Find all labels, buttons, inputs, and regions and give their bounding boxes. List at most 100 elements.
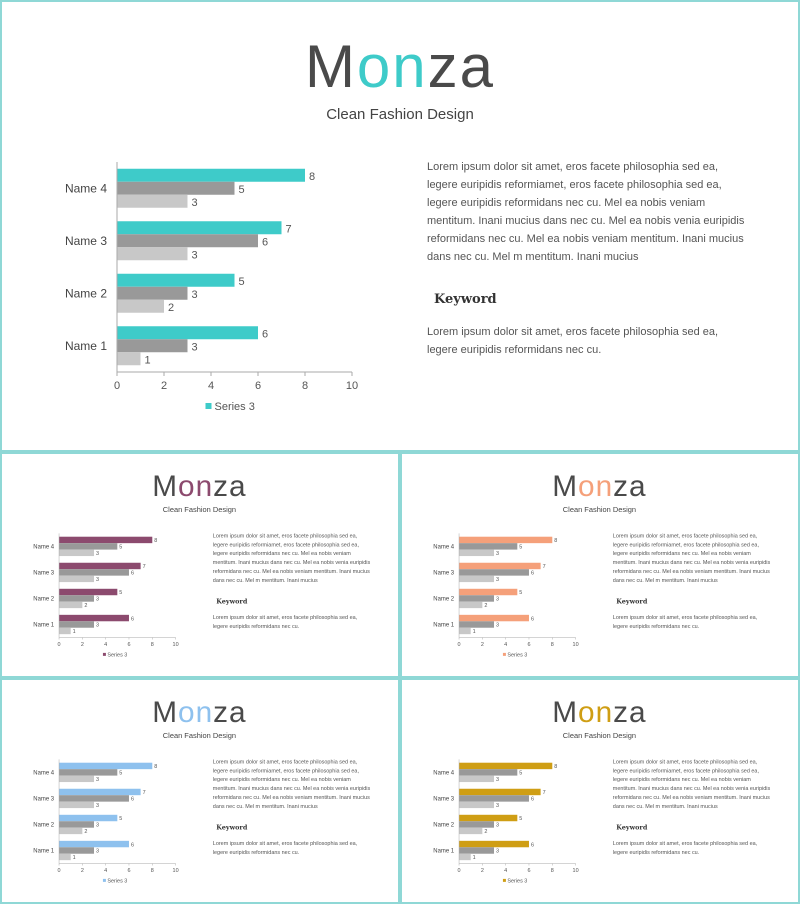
bar-data-label: 2 [84, 603, 87, 609]
category-label: Name 2 [65, 286, 107, 300]
logo-suffix: za [613, 469, 647, 503]
x-tick-label: 8 [302, 380, 308, 392]
chart-bar [59, 762, 153, 770]
bar-data-label: 5 [119, 816, 122, 822]
bar-data-label: 3 [96, 551, 99, 557]
bar-data-label: 8 [554, 538, 557, 544]
bar-data-label: 3 [496, 777, 499, 783]
logo-highlight: on [178, 695, 214, 729]
brand-logo: Monza [402, 695, 797, 730]
chart-bar [459, 536, 553, 544]
bar-data-label: 5 [119, 771, 122, 777]
legend-label: Series 3 [215, 401, 255, 413]
bar-data-label: 1 [473, 855, 476, 861]
chart-bar [459, 827, 483, 835]
bar-data-label: 3 [496, 823, 499, 829]
chart-bar [59, 562, 141, 570]
legend-swatch [102, 878, 106, 882]
bar-data-label: 8 [154, 764, 157, 770]
x-tick-label: 6 [527, 642, 530, 648]
bar-data-label: 3 [96, 777, 99, 783]
category-label: Name 3 [33, 796, 54, 802]
bar-data-label: 1 [145, 354, 151, 366]
x-tick-label: 2 [81, 642, 84, 648]
bar-data-label: 3 [496, 623, 499, 629]
bar-chart: 6 3 1 Name 1 5 3 2 Name 2 7 6 3 Name 3 8 5 3 Name 4 0 2 4 6… [433, 533, 579, 658]
x-tick-label: 10 [573, 642, 579, 648]
bar-data-label: 5 [239, 276, 245, 288]
body-paragraph: Lorem ipsum dolor sit amet, eros facete … [612, 758, 771, 810]
chart-bar [59, 575, 95, 583]
bar-data-label: 5 [519, 545, 522, 551]
bar-data-label: 8 [309, 171, 315, 183]
chart-bar [59, 549, 95, 557]
logo-highlight: on [178, 469, 214, 503]
bar-data-label: 7 [143, 564, 146, 570]
chart-bar [59, 601, 83, 609]
x-tick-label: 0 [58, 642, 61, 648]
chart-bar [59, 840, 129, 848]
text-column: Lorem ipsum dolor sit amet, eros facete … [613, 531, 772, 631]
logo-suffix: za [427, 33, 496, 100]
chart-bar [59, 814, 118, 822]
chart-bar [59, 847, 95, 854]
x-tick-label: 8 [551, 868, 554, 874]
chart-bar [59, 795, 129, 802]
x-tick-label: 0 [458, 642, 461, 648]
bar-data-label: 6 [131, 616, 134, 622]
brand-logo: Monza [2, 469, 397, 504]
bar-data-label: 6 [131, 842, 134, 848]
chart-bar [59, 543, 118, 550]
bar-data-label: 6 [531, 616, 534, 622]
category-label: Name 4 [433, 544, 454, 550]
legend-swatch [102, 652, 106, 656]
bar-data-label: 3 [496, 849, 499, 855]
body-paragraph: Lorem ipsum dolor sit amet, eros facete … [212, 532, 371, 584]
bar-data-label: 8 [154, 538, 157, 544]
body-paragraph-2: Lorem ipsum dolor sit amet, eros facete … [612, 840, 758, 856]
chart-bar [459, 614, 529, 622]
logo-suffix: za [213, 695, 247, 729]
chart-bar [59, 788, 141, 796]
chart-bar [117, 352, 141, 366]
keyword-heading: Keyword [616, 597, 648, 606]
body-paragraph: Lorem ipsum dolor sit amet, eros facete … [212, 758, 371, 810]
category-label: Name 1 [433, 622, 454, 628]
bar-data-label: 5 [119, 590, 122, 596]
brand-logo: Monza [2, 695, 397, 730]
x-tick-label: 0 [458, 868, 461, 874]
bar-data-label: 6 [131, 797, 134, 803]
subtitle: Clean Fashion Design [562, 505, 637, 515]
chart-bar [459, 795, 529, 802]
chart-bar [459, 549, 495, 557]
chart-bar [117, 299, 164, 313]
legend-swatch [205, 403, 212, 409]
x-tick-label: 0 [114, 380, 120, 392]
bar-data-label: 3 [96, 623, 99, 629]
chart-bar [59, 595, 95, 602]
bar-data-label: 7 [143, 790, 146, 796]
category-label: Name 1 [33, 622, 54, 628]
category-label: Name 3 [65, 234, 107, 248]
x-tick-label: 2 [161, 380, 167, 392]
chart-bar [117, 247, 188, 261]
bar-chart: 6 3 1 Name 1 5 3 2 Name 2 7 6 3 Name 3 8 5 3 Name 4 0 2 4 6… [433, 759, 579, 884]
legend-label: Series 3 [507, 878, 527, 884]
chart-bar [459, 569, 529, 576]
subtitle: Clean Fashion Design [162, 731, 237, 741]
x-tick-label: 6 [527, 868, 530, 874]
keyword-heading: Keyword [216, 823, 248, 832]
logo-suffix: za [613, 695, 647, 729]
category-label: Name 2 [433, 822, 454, 828]
keyword-heading: Keyword [434, 292, 497, 307]
category-label: Name 2 [433, 596, 454, 602]
chart-bar [117, 194, 188, 208]
x-tick-label: 2 [81, 868, 84, 874]
x-tick-label: 8 [151, 642, 154, 648]
category-label: Name 1 [65, 339, 107, 353]
x-tick-label: 4 [504, 642, 507, 648]
x-tick-label: 4 [208, 380, 214, 392]
bar-data-label: 1 [73, 855, 76, 861]
bar-data-label: 3 [496, 597, 499, 603]
chart-bar [59, 614, 129, 622]
